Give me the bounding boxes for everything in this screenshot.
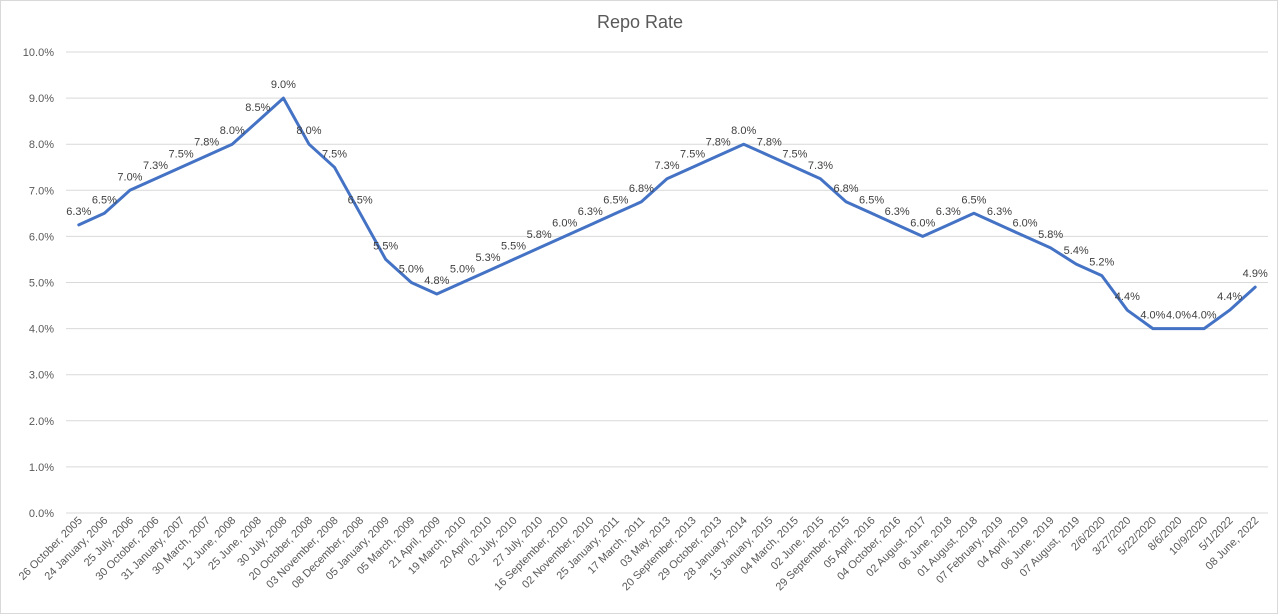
data-label: 5.2% <box>1089 257 1114 269</box>
data-label: 5.0% <box>450 264 475 276</box>
y-tick-label: 0.0% <box>29 508 54 520</box>
y-tick-label: 7.0% <box>29 185 54 197</box>
data-label: 6.3% <box>578 206 603 218</box>
data-label: 5.5% <box>501 240 526 252</box>
data-label: 6.5% <box>603 194 628 206</box>
data-label: 7.5% <box>322 148 347 160</box>
data-label: 7.3% <box>143 160 168 172</box>
data-label: 6.5% <box>859 194 884 206</box>
data-label: 8.0% <box>296 125 321 137</box>
data-label: 4.9% <box>1243 268 1268 280</box>
gridlines <box>66 51 1268 514</box>
data-label: 6.3% <box>885 206 910 218</box>
data-label: 8.5% <box>245 102 270 114</box>
data-label: 6.3% <box>66 206 91 218</box>
data-label: 6.5% <box>348 194 373 206</box>
data-label: 6.0% <box>552 217 577 229</box>
data-labels: 6.3%6.5%7.0%7.3%7.5%7.8%8.0%8.5%9.0%8.0%… <box>66 79 1268 322</box>
data-label: 4.4% <box>1217 291 1242 303</box>
data-label: 7.3% <box>654 160 679 172</box>
data-label: 7.8% <box>757 137 782 149</box>
data-label: 4.0% <box>1140 310 1165 322</box>
data-label: 6.5% <box>92 194 117 206</box>
data-label: 7.5% <box>680 148 705 160</box>
y-axis-tick-labels: 0.0% 1.0% 2.0% 3.0% 4.0% 5.0% 6.0% 7.0% 8.0% 9.0%… <box>23 47 54 520</box>
data-label: 9.0% <box>271 79 296 91</box>
data-label: 5.0% <box>399 264 424 276</box>
data-label: 6.3% <box>936 206 961 218</box>
y-tick-label: 5.0% <box>29 278 54 290</box>
data-label: 4.0% <box>1192 310 1217 322</box>
data-label: 5.8% <box>527 229 552 241</box>
data-label: 5.4% <box>1064 245 1089 257</box>
y-tick-label: 4.0% <box>29 324 54 336</box>
y-tick-label: 2.0% <box>29 416 54 428</box>
chart-title: Repo Rate <box>596 12 684 32</box>
data-label: 6.8% <box>833 183 858 195</box>
data-label: 5.3% <box>475 252 500 264</box>
data-label: 7.5% <box>782 148 807 160</box>
data-label: 4.0% <box>1166 310 1191 322</box>
data-label: 4.8% <box>424 275 449 287</box>
data-label: 7.8% <box>706 137 731 149</box>
data-label: 6.0% <box>910 217 935 229</box>
y-tick-label: 3.0% <box>29 370 54 382</box>
y-tick-label: 1.0% <box>29 462 54 474</box>
data-label: 8.0% <box>220 125 245 137</box>
series-line-layer <box>77 96 1257 331</box>
data-label: 7.5% <box>169 148 194 160</box>
data-label: 4.4% <box>1115 291 1140 303</box>
y-tick-label: 6.0% <box>29 231 54 243</box>
y-tick-label: 8.0% <box>29 139 54 151</box>
series-line <box>77 96 1257 331</box>
data-label: 5.5% <box>373 240 398 252</box>
data-label: 6.0% <box>1013 217 1038 229</box>
data-label: 8.0% <box>731 125 756 137</box>
y-tick-label: 9.0% <box>29 93 54 105</box>
data-label: 6.3% <box>987 206 1012 218</box>
data-label: 5.8% <box>1038 229 1063 241</box>
data-label: 7.3% <box>808 160 833 172</box>
data-label: 6.8% <box>629 183 654 195</box>
data-label: 6.5% <box>961 194 986 206</box>
y-tick-label: 10.0% <box>23 47 54 59</box>
data-label: 7.0% <box>117 171 142 183</box>
data-label: 7.8% <box>194 137 219 149</box>
